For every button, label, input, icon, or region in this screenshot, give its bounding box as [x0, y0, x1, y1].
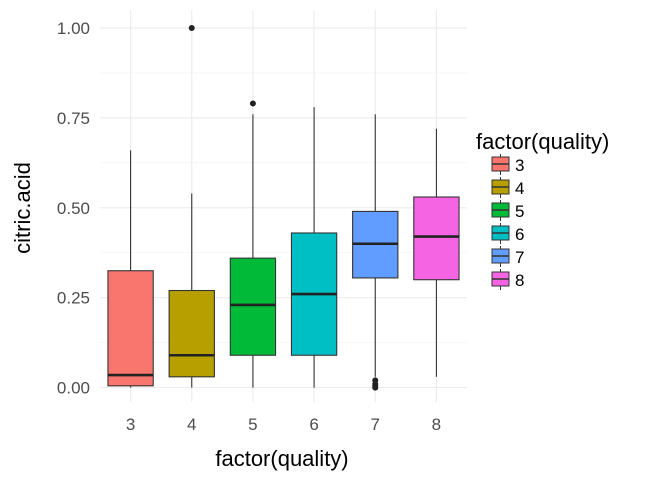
x-tick-label: 7	[371, 415, 380, 434]
x-tick-label: 3	[126, 415, 135, 434]
box-4	[168, 24, 215, 388]
y-tick-label: 0.25	[57, 289, 90, 308]
box-8	[413, 128, 460, 377]
legend-entry-3: 3	[491, 154, 524, 175]
x-tick-label: 6	[309, 415, 318, 434]
legend-label: 4	[515, 179, 524, 198]
legend-label: 7	[515, 248, 524, 267]
y-tick-label: 1.00	[57, 19, 90, 38]
x-tick-label: 8	[432, 415, 441, 434]
legend-entry-8: 8	[491, 269, 524, 290]
outlier-point	[372, 377, 379, 384]
y-axis-title: citric.acid	[10, 162, 35, 254]
box-body	[107, 270, 154, 387]
y-tick-label: 0.50	[57, 199, 90, 218]
x-tick-label: 5	[248, 415, 257, 434]
legend-entry-6: 6	[491, 223, 524, 244]
x-axis-title: factor(quality)	[215, 446, 348, 471]
legend: factor(quality) 3 4 5 6 7 8	[476, 129, 609, 290]
legend-entry-5: 5	[491, 200, 524, 221]
legend-label: 6	[515, 225, 524, 244]
outlier-point	[188, 24, 195, 31]
x-tick-label: 4	[187, 415, 196, 434]
legend-title: factor(quality)	[476, 129, 609, 154]
outlier-point	[249, 100, 256, 107]
box-body	[413, 196, 460, 281]
legend-entry-4: 4	[491, 177, 524, 198]
grid	[100, 10, 467, 402]
box-body	[229, 257, 277, 356]
y-tick-label: 0.00	[57, 379, 90, 398]
box-6	[290, 107, 338, 388]
boxes	[107, 24, 460, 391]
y-tick-label: 0.75	[57, 109, 90, 128]
box-7	[352, 114, 399, 391]
box-5	[229, 100, 277, 388]
legend-label: 3	[515, 156, 524, 175]
legend-label: 8	[515, 271, 524, 290]
axes: 0.00 0.25 0.50 0.75 1.00 3 4 5 6 7 8	[57, 19, 441, 434]
legend-label: 5	[515, 202, 524, 221]
box-body	[168, 289, 215, 378]
box-3	[107, 150, 154, 388]
legend-entry-7: 7	[491, 246, 524, 267]
